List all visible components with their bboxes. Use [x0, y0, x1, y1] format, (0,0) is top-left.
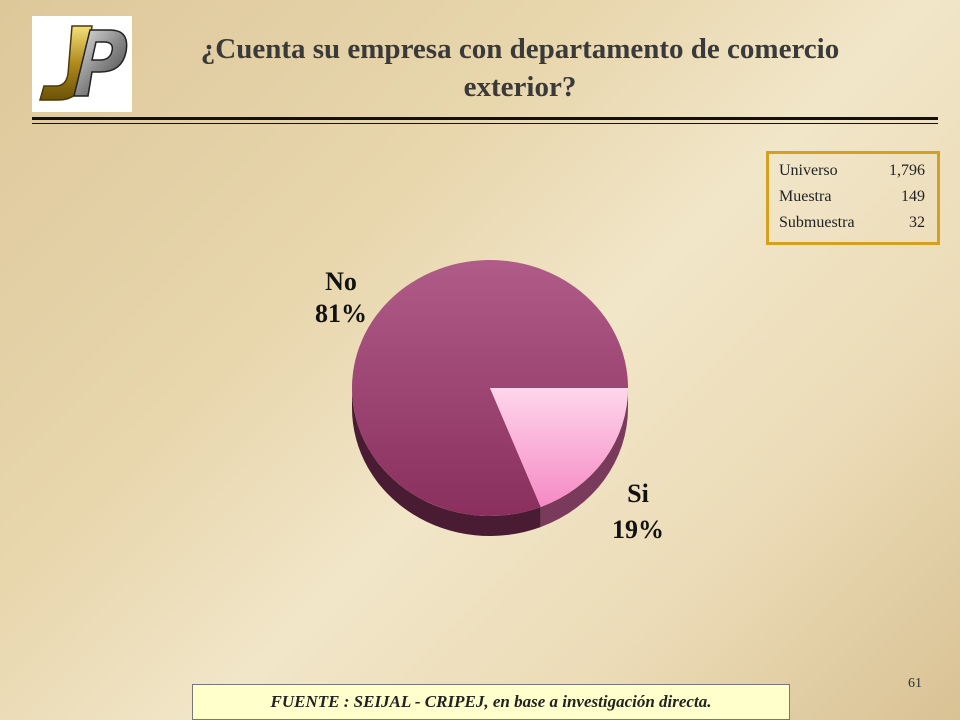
- stat-label: Muestra: [779, 188, 832, 205]
- jp-logo: [32, 16, 132, 112]
- pie-slice-si: [490, 388, 628, 508]
- stat-label: Universo: [779, 162, 838, 179]
- stat-value: 149: [901, 188, 925, 205]
- slice-value-no: 81%: [315, 299, 367, 328]
- stat-row-muestra: Muestra 149: [779, 186, 925, 208]
- title-divider: [32, 117, 938, 120]
- page-number: 61: [908, 676, 922, 691]
- title-line-2: exterior?: [463, 71, 577, 103]
- pie-slice-no: [352, 259, 628, 516]
- title-line-1: ¿Cuenta su empresa con departamento de c…: [200, 33, 840, 65]
- slice-label-si: Si: [627, 479, 649, 508]
- sample-stats-box: Universo 1,796 Muestra 149 Submuestra 32: [766, 151, 940, 245]
- source-footer: FUENTE : SEIJAL - CRIPEJ, en base a inve…: [192, 684, 790, 720]
- pie-slice-no-side: [352, 388, 541, 536]
- pie-slice-si-side: [540, 388, 628, 528]
- page-title: ¿Cuenta su empresa con departamento de c…: [160, 30, 880, 106]
- pie-chart: No 81% Si 19%: [315, 259, 664, 544]
- stat-row-universo: Universo 1,796: [779, 160, 925, 182]
- stat-row-submuestra: Submuestra 32: [779, 212, 925, 234]
- stat-value: 1,796: [889, 162, 925, 179]
- slice-value-si: 19%: [612, 515, 664, 544]
- stat-label: Submuestra: [779, 214, 855, 231]
- slice-label-no: No: [325, 267, 357, 296]
- title-divider-thin: [32, 123, 938, 124]
- stat-value: 32: [909, 214, 925, 231]
